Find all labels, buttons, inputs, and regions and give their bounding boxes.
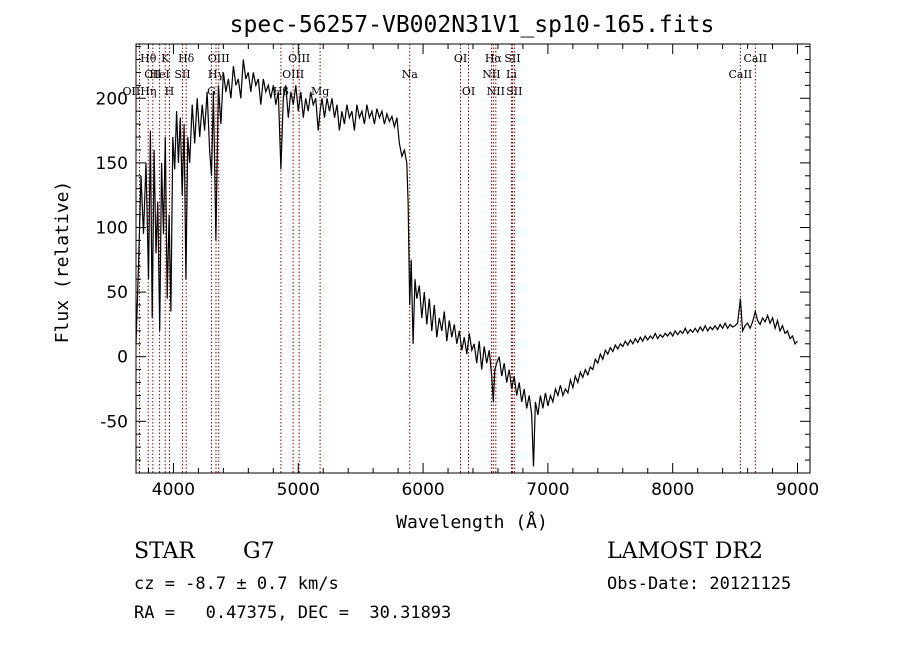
line-marker-label-4: HeI — [149, 68, 169, 81]
line-marker-label-10: G — [207, 85, 216, 98]
line-marker-label-7: SII — [174, 68, 190, 81]
line-marker-label-17: OI — [462, 85, 475, 98]
line-marker-label-2: OIIHη — [123, 85, 157, 98]
x-tick-label-5: 9000 — [776, 480, 819, 500]
coordinates-line: RA = 0.47375, DEC = 30.31893 — [134, 603, 452, 623]
line-marker-label-5: H — [165, 85, 175, 98]
line-marker-label-1: CII — [144, 68, 161, 81]
y-tick-label-2: 50 — [106, 283, 128, 303]
x-tick-label-1: 5000 — [277, 480, 320, 500]
y-tick-label-4: 150 — [96, 154, 128, 174]
line-marker-label-12: OIII — [282, 68, 304, 81]
line-marker-label-11: OIII — [288, 52, 310, 65]
x-tick-label-4: 8000 — [651, 480, 694, 500]
x-tick-label-3: 7000 — [526, 480, 569, 500]
subclass: G7 — [243, 539, 275, 564]
line-marker-label-8: OIII — [208, 52, 230, 65]
y-tick-label-3: 100 — [96, 218, 128, 238]
y-tick-label-5: 200 — [96, 89, 128, 109]
x-tick-label-2: 6000 — [401, 480, 444, 500]
chart-title: spec-56257-VB002N31V1_sp10-165.fits — [230, 12, 715, 38]
y-tick-label-0: -50 — [100, 412, 128, 432]
plot-frame — [135, 43, 811, 474]
line-marker-label-16: OI — [454, 52, 467, 65]
line-marker-label-14: Mg — [311, 85, 329, 98]
line-marker-label-6: Hδ — [178, 52, 195, 65]
y-tick-label-1: 0 — [117, 348, 128, 368]
line-marker-label-0: Hθ — [140, 52, 157, 65]
spectrum-line — [135, 59, 798, 467]
line-marker-label-15: Na — [402, 68, 419, 81]
line-marker-label-22: NII — [487, 85, 505, 98]
y-axis-label: Flux (relative) — [52, 181, 73, 344]
line-marker-label-9: Hγ — [208, 68, 225, 81]
line-marker-label-19: SII — [504, 52, 520, 65]
line-marker-label-25: CaII — [729, 68, 753, 81]
line-marker-label-23: SII — [506, 85, 522, 98]
x-axis-ticks: 4000 5000 6000 7000 8000 9000 — [147, 44, 819, 500]
x-tick-label-0: 4000 — [152, 480, 195, 500]
line-marker-label-3: K — [161, 52, 170, 65]
line-marker-label-20: NII — [482, 68, 500, 81]
y-axis-ticks: -50 0 50 100 150 200 — [96, 46, 810, 461]
line-marker-label-21: Li — [506, 68, 517, 81]
obs-date: Obs-Date: 20121125 — [607, 574, 792, 594]
line-marker-label-24: CaII — [743, 52, 767, 65]
survey-label: LAMOST DR2 — [607, 539, 763, 564]
x-axis-label: Wavelength (Å) — [396, 511, 548, 533]
line-marker-label-18: Hα — [485, 52, 503, 65]
object-class: STAR — [134, 539, 195, 564]
line-markers — [138, 44, 756, 473]
redshift-line: cz = -8.7 ± 0.7 km/s — [134, 574, 339, 594]
